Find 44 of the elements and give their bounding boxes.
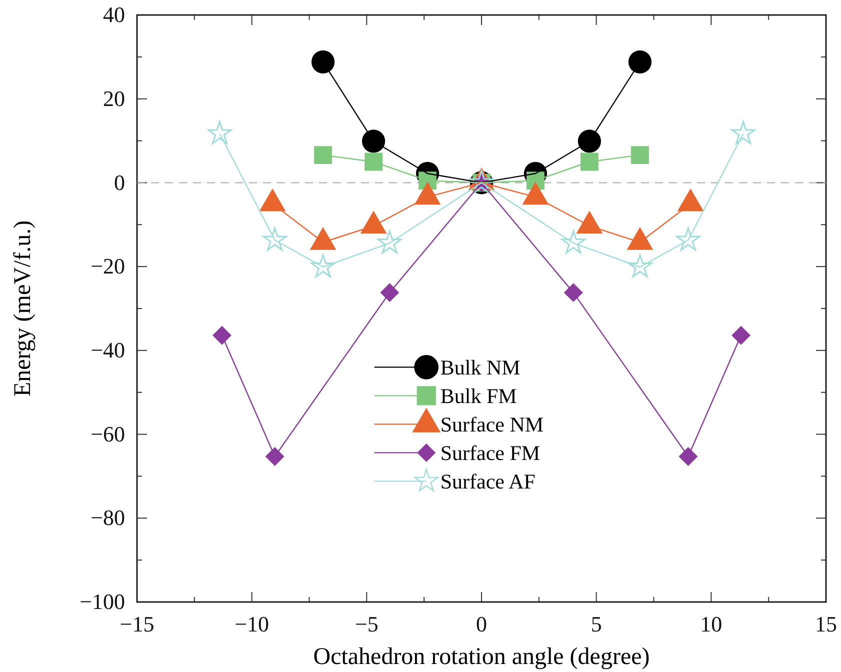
- y-tick-label: −20: [90, 254, 125, 279]
- legend-label: Bulk FM: [440, 384, 518, 408]
- legend-label: Bulk NM: [440, 356, 521, 380]
- x-axis-title: Octahedron rotation angle (degree): [313, 644, 650, 670]
- point: [364, 152, 382, 171]
- x-tick-label: 15: [815, 612, 837, 637]
- x-tick-label: 5: [590, 612, 602, 637]
- y-tick-label: −60: [90, 421, 125, 446]
- point: [265, 447, 284, 466]
- point: [378, 230, 402, 254]
- x-tick-label: 0: [476, 612, 487, 637]
- legend-label: Surface AF: [440, 470, 536, 494]
- y-tick-label: −40: [90, 337, 125, 362]
- point: [314, 146, 332, 164]
- point: [731, 120, 756, 144]
- point: [628, 254, 652, 278]
- x-tick-label: −10: [234, 612, 270, 637]
- point: [678, 447, 698, 466]
- point: [362, 130, 386, 153]
- point: [578, 130, 602, 153]
- point: [676, 227, 700, 251]
- y-tick-label: 0: [114, 170, 125, 195]
- point: [262, 227, 287, 251]
- y-tick-label: −80: [90, 505, 125, 530]
- x-tick-label: 10: [700, 612, 722, 637]
- point: [311, 50, 335, 74]
- y-tick-label: −100: [80, 589, 125, 614]
- point: [380, 283, 400, 302]
- point: [212, 326, 232, 345]
- point: [631, 146, 649, 164]
- point: [561, 230, 586, 254]
- legend-label: Surface FM: [440, 441, 540, 466]
- legend-label: Surface NM: [440, 412, 544, 437]
- point: [628, 50, 652, 74]
- point: [580, 152, 598, 171]
- point: [310, 254, 336, 278]
- x-tick-label: −5: [354, 612, 378, 637]
- y-tick-label: 20: [103, 86, 125, 111]
- y-axis-title: Energy (meV/f.u.): [10, 220, 36, 397]
- point: [208, 120, 232, 144]
- y-tick-label: 40: [103, 2, 125, 28]
- point: [564, 283, 583, 302]
- x-tick-label: −15: [120, 612, 154, 637]
- point: [732, 326, 751, 345]
